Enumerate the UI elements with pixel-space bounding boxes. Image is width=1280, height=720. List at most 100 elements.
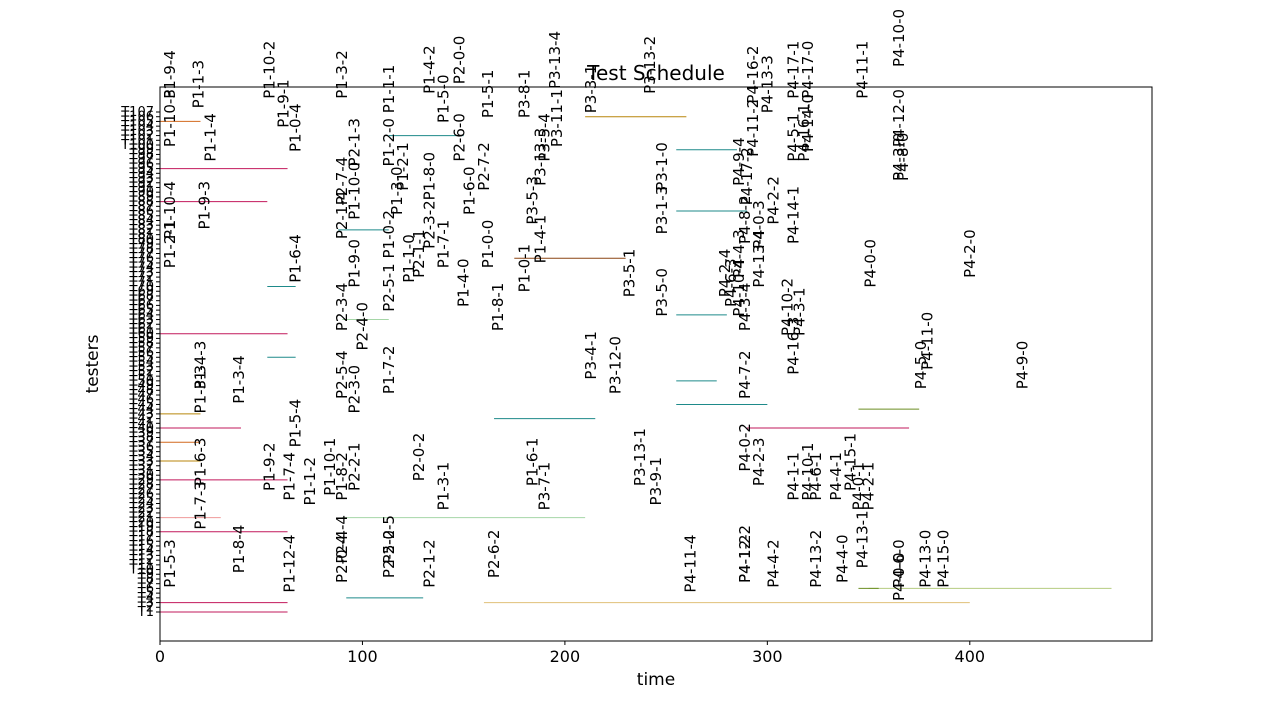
task-label: P2-3-0 bbox=[345, 365, 363, 414]
x-tick-label: 400 bbox=[955, 647, 986, 666]
task-label: P1-0-1 bbox=[515, 244, 533, 293]
y-tick-label: T18 bbox=[129, 525, 154, 540]
task-label: P4-17-2 bbox=[738, 147, 756, 205]
task-label: P3-13-4 bbox=[546, 31, 564, 89]
task-label: P1-0-4 bbox=[287, 103, 305, 152]
y-tick-label: T95 bbox=[129, 162, 154, 177]
y-tick-label: T96 bbox=[129, 157, 154, 172]
y-tick-label: T80 bbox=[129, 232, 154, 247]
chart-title: Test Schedule bbox=[586, 61, 725, 85]
task-label: P1-9-0 bbox=[345, 239, 363, 288]
task-label: P1-4-2 bbox=[420, 45, 438, 94]
task-label: P1-9-2 bbox=[260, 442, 278, 491]
y-tick-label: T88 bbox=[129, 195, 154, 210]
y-tick-label: T43 bbox=[129, 407, 154, 422]
y-tick-label: T82 bbox=[129, 223, 154, 238]
task-label: P1-8-0 bbox=[420, 152, 438, 201]
y-tick-label: T79 bbox=[129, 237, 154, 252]
y-tick-label: T81 bbox=[129, 228, 154, 243]
task-label: P1-8-1 bbox=[489, 283, 507, 332]
task-label: P3-12-0 bbox=[607, 336, 625, 394]
task-label: P2-6-0 bbox=[451, 113, 469, 162]
y-tick-label: T103 bbox=[120, 124, 154, 139]
x-axis-ticks: 0 100 200 300 400 bbox=[155, 641, 985, 666]
y-tick-label: T11 bbox=[129, 558, 154, 573]
y-tick-label: T86 bbox=[129, 204, 154, 219]
y-tick-label: T60 bbox=[129, 327, 154, 342]
task-labels: P1-9-4 P1-1-3P1-10-3 P1-1-4P1-9-3P1-10-4P1… bbox=[161, 9, 1031, 601]
task-label: P2-0-4 bbox=[333, 534, 351, 583]
task-label: P4-1-1 bbox=[785, 452, 803, 501]
task-label: P1-10-1 bbox=[321, 438, 339, 496]
task-label: P1-3-3 bbox=[191, 365, 209, 414]
task-label: P3-11-1 bbox=[548, 89, 566, 147]
y-tick-label: T93 bbox=[129, 171, 154, 186]
y-tick-label: T78 bbox=[129, 242, 154, 257]
y-tick-label: T107 bbox=[120, 105, 154, 120]
task-label: P4-12-0 bbox=[890, 89, 908, 147]
task-label: P4-4-0 bbox=[833, 534, 851, 583]
y-tick-label: T9 bbox=[137, 567, 154, 582]
task-label: P4-13-1 bbox=[853, 510, 871, 568]
y-tick-label: T56 bbox=[129, 346, 154, 361]
y-tick-label: T85 bbox=[129, 209, 154, 224]
task-label: P1-10-3 bbox=[161, 89, 179, 147]
y-tick-label: T35 bbox=[129, 445, 154, 460]
y-tick-label: T27 bbox=[129, 482, 154, 497]
task-label: P1-1-4 bbox=[202, 113, 220, 162]
task-label: P2-4-4 bbox=[333, 515, 351, 564]
y-tick-label: T51 bbox=[129, 369, 154, 384]
y-tick-label: T2 bbox=[137, 600, 154, 615]
y-tick-label: T36 bbox=[129, 440, 154, 455]
y-tick-label: T104 bbox=[120, 119, 154, 134]
y-tick-label: T32 bbox=[129, 459, 154, 474]
task-label: P1-10-4 bbox=[161, 181, 179, 239]
task-label: P4-5-1 bbox=[785, 113, 803, 162]
y-tick-label: T68 bbox=[129, 289, 154, 304]
task-label: P4-14-1 bbox=[785, 186, 803, 244]
y-tick-label: T67 bbox=[129, 294, 154, 309]
task-label: P2-7-4 bbox=[333, 157, 351, 206]
task-label: P2-1-2 bbox=[420, 539, 438, 588]
y-tick-label: T58 bbox=[129, 336, 154, 351]
task-label: P3-13-2 bbox=[641, 36, 659, 94]
task-label: P3-7-1 bbox=[536, 462, 554, 511]
task-label: P4-9-4 bbox=[730, 137, 748, 186]
y-tick-label: T6 bbox=[137, 581, 154, 596]
y-tick-label: T76 bbox=[129, 251, 154, 266]
y-tick-label: T94 bbox=[129, 166, 154, 181]
task-label: P2-5-4 bbox=[333, 350, 351, 399]
y-tick-label: T39 bbox=[129, 426, 154, 441]
y-tick-label: T65 bbox=[129, 303, 154, 318]
task-label: P2-4-0 bbox=[353, 302, 371, 351]
y-tick-label: T92 bbox=[129, 176, 154, 191]
y-tick-label: T3 bbox=[137, 596, 154, 611]
task-label: P4-15-0 bbox=[934, 530, 952, 588]
y-tick-label: T49 bbox=[129, 379, 154, 394]
task-label: P1-5-4 bbox=[287, 399, 305, 448]
y-tick-label: T46 bbox=[129, 393, 154, 408]
task-label: P3-8-1 bbox=[515, 70, 533, 119]
task-label: P4-0-0 bbox=[862, 239, 880, 288]
y-tick-label: T47 bbox=[129, 388, 154, 403]
task-label: P4-5-0 bbox=[912, 341, 930, 390]
task-label: P4-10-0 bbox=[890, 9, 908, 67]
y-tick-label: T71 bbox=[129, 275, 154, 290]
y-tick-label: T44 bbox=[129, 402, 154, 417]
task-label: P1-2-0 bbox=[380, 118, 398, 167]
y-tick-label: T101 bbox=[120, 133, 154, 148]
y-tick-label: T7 bbox=[137, 577, 154, 592]
y-tick-label: T59 bbox=[129, 331, 154, 346]
y-tick-label: T66 bbox=[129, 298, 154, 313]
task-label: P4-4-1 bbox=[827, 452, 845, 501]
y-tick-label: T89 bbox=[129, 190, 154, 205]
task-label: P1-12-4 bbox=[281, 535, 299, 593]
task-label: P2-5-1 bbox=[380, 263, 398, 312]
task-label: P4-12-2 bbox=[736, 525, 754, 583]
y-tick-label: T25 bbox=[129, 492, 154, 507]
task-label: P4-3-4 bbox=[736, 283, 754, 332]
task-label: P4-16-3 bbox=[785, 317, 803, 375]
y-tick-label: T99 bbox=[129, 143, 154, 158]
task-label: P1-0-0 bbox=[479, 220, 497, 269]
y-tick-label: T33 bbox=[129, 454, 154, 469]
